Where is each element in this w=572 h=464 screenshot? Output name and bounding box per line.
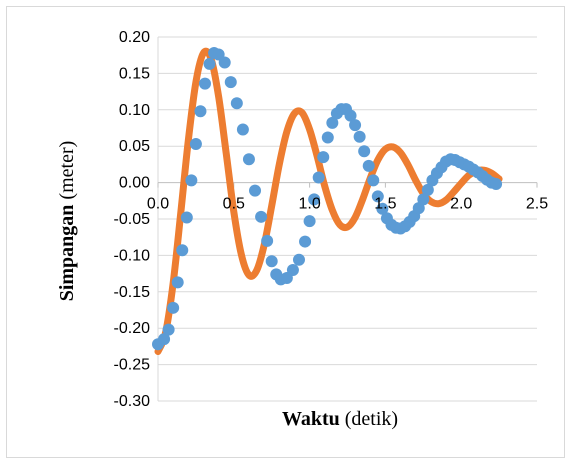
data-point bbox=[171, 276, 184, 289]
data-point bbox=[158, 333, 171, 346]
data-point bbox=[312, 171, 325, 184]
data-point bbox=[349, 119, 362, 132]
y-tick-label: -0.25 bbox=[114, 357, 151, 374]
x-tick-labels: 0.0 0.5 1.0 1.5 2.0 2.5 bbox=[147, 196, 548, 213]
data-point bbox=[203, 57, 216, 70]
y-tick-label: -0.10 bbox=[114, 247, 151, 264]
y-tick-label: 0.20 bbox=[119, 29, 150, 46]
y-tick-label: 0.05 bbox=[119, 138, 150, 155]
data-point bbox=[308, 193, 321, 206]
fit-line bbox=[154, 47, 503, 355]
data-point bbox=[218, 56, 231, 69]
x-axis-title: Waktu (detik) bbox=[282, 408, 398, 430]
x-tick-label: 1.0 bbox=[298, 196, 320, 213]
data-point bbox=[353, 130, 366, 143]
data-point bbox=[261, 234, 274, 247]
y-tick-label: -0.20 bbox=[114, 320, 151, 337]
data-point bbox=[303, 215, 316, 228]
data-point bbox=[176, 244, 189, 257]
data-point bbox=[167, 301, 180, 314]
data-point bbox=[194, 105, 207, 118]
data-point bbox=[224, 76, 237, 89]
y-axis-title-unit: (meter) bbox=[56, 141, 78, 205]
data-point bbox=[317, 151, 330, 164]
data-point bbox=[417, 193, 430, 206]
fit-line-series bbox=[154, 47, 503, 355]
data-point bbox=[242, 153, 255, 166]
x-tick-label: 0.5 bbox=[223, 196, 245, 213]
y-tick-label: -0.05 bbox=[114, 211, 151, 228]
data-point bbox=[236, 123, 249, 136]
data-point bbox=[326, 116, 339, 129]
x-axis-title-bold: Waktu bbox=[282, 408, 340, 430]
data-point bbox=[371, 190, 384, 203]
data-point bbox=[198, 77, 211, 90]
data-point bbox=[490, 178, 503, 191]
x-axis-title-unit: (detik) bbox=[340, 408, 398, 430]
scatter-chart: 0.20 0.15 0.10 0.05 0.00 -0.05 -0.10 -0.15 -0.20… bbox=[56, 29, 548, 430]
data-point bbox=[230, 97, 243, 110]
y-axis-title-bold: Simpangan bbox=[56, 205, 78, 302]
y-tick-label: 0.00 bbox=[119, 175, 150, 192]
data-point bbox=[162, 323, 175, 336]
data-point bbox=[255, 210, 268, 223]
data-point bbox=[249, 184, 262, 197]
data-point bbox=[358, 145, 371, 158]
data-point bbox=[185, 174, 198, 187]
data-point bbox=[344, 109, 357, 122]
data-point bbox=[286, 263, 299, 276]
y-tick-label: -0.15 bbox=[114, 284, 151, 301]
data-point bbox=[367, 174, 380, 187]
data-point bbox=[189, 138, 202, 151]
data-point bbox=[362, 159, 375, 172]
x-tick-label: 0.0 bbox=[147, 196, 169, 213]
data-point bbox=[180, 211, 193, 224]
data-points-series bbox=[152, 47, 503, 351]
data-point bbox=[265, 255, 278, 268]
y-tick-labels: 0.20 0.15 0.10 0.05 0.00 -0.05 -0.10 -0.15 -0.20… bbox=[114, 29, 151, 410]
y-axis-title: Simpangan (meter) bbox=[56, 141, 78, 302]
x-tick-label: 2.5 bbox=[526, 196, 548, 213]
data-point bbox=[321, 131, 334, 144]
data-point bbox=[421, 183, 434, 196]
x-tick-label: 1.5 bbox=[374, 196, 396, 213]
y-tick-label: 0.15 bbox=[119, 65, 150, 82]
data-point bbox=[299, 235, 312, 248]
y-tick-label: 0.10 bbox=[119, 102, 150, 119]
data-point bbox=[376, 202, 389, 215]
y-tick-label: -0.30 bbox=[114, 393, 151, 410]
chart-container: 0.20 0.15 0.10 0.05 0.00 -0.05 -0.10 -0.15 -0.20… bbox=[6, 6, 565, 458]
data-point bbox=[292, 253, 305, 266]
x-tick-label: 2.0 bbox=[450, 196, 472, 213]
